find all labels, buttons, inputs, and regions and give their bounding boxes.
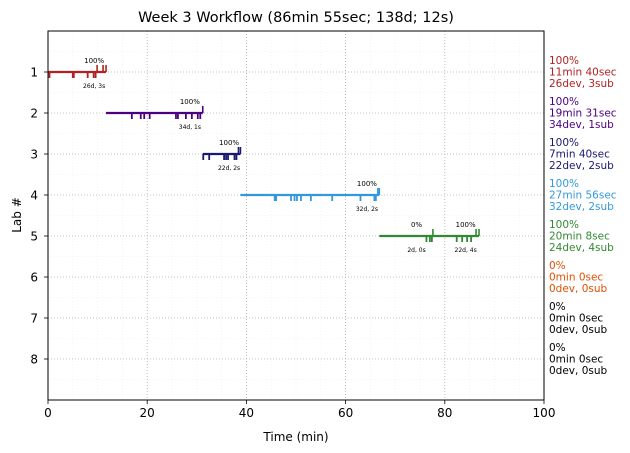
lab-4-summary-line: 27min 56sec	[549, 190, 617, 202]
lab-6-summary-line: 0dev, 0sub	[549, 283, 608, 295]
marks-layer: 100% 26d, 3s 100% 34d, 1s 100% 22d, 2s 100% 32d…	[48, 57, 480, 254]
lab-5-milestone-percent: 0%	[411, 221, 422, 229]
y-tick-label: 2	[30, 107, 38, 121]
lab-6-summary-line: 0%	[549, 260, 566, 272]
lab-7-summary-line: 0dev, 0sub	[549, 324, 608, 336]
lab-4-milestone-counts: 32d, 2s	[356, 206, 378, 213]
grid-layer	[47, 31, 545, 400]
lab-3-milestone-percent: 100%	[219, 139, 239, 147]
lab-8-summary-line: 0%	[549, 342, 566, 354]
lab-2-summary-line: 100%	[549, 96, 579, 108]
y-tick-label: 3	[30, 148, 38, 162]
x-tick-label: 80	[437, 406, 452, 420]
plot-frame	[47, 30, 545, 401]
lab-5-milestone-percent: 100%	[456, 221, 476, 229]
lab-1-summary-line: 26dev, 3sub	[549, 78, 614, 90]
lab-3-summary-line: 100%	[549, 137, 579, 149]
x-axis-label: Time (min)	[262, 430, 328, 444]
y-tick-label: 7	[30, 312, 38, 326]
lab-5-summary-line: 100%	[549, 219, 579, 231]
lab-1-summary-line: 100%	[549, 55, 579, 67]
lab-1-milestone-percent: 100%	[84, 57, 104, 65]
x-tick-label: 60	[338, 406, 353, 420]
lab-3-summary-line: 22dev, 2sub	[549, 160, 614, 172]
lab-8-summary-line: 0min 0sec	[549, 354, 603, 366]
y-tick-label: 4	[30, 189, 38, 203]
lab-4-summary-line: 100%	[549, 178, 579, 190]
lab-6-summary-line: 0min 0sec	[549, 272, 603, 284]
lab-2-summary-line: 34dev, 1sub	[549, 119, 614, 131]
x-tick-label: 100	[533, 406, 556, 420]
lab-7-summary-line: 0min 0sec	[549, 313, 603, 325]
lab-3-summary-line: 7min 40sec	[549, 149, 610, 161]
x-tick-label: 0	[44, 406, 52, 420]
lab-1-milestone-counts: 26d, 3s	[83, 83, 105, 90]
lab-2-milestone-counts: 34d, 1s	[179, 124, 201, 131]
y-tick-label: 1	[30, 66, 38, 80]
chart-title: Week 3 Workflow (86min 55sec; 138d; 12s)	[138, 10, 454, 26]
y-tick-label: 5	[30, 230, 38, 244]
y-tick-label: 8	[30, 353, 38, 367]
lab-3-milestone-counts: 22d, 2s	[218, 165, 240, 172]
lab-5-milestone-counts: 22d, 4s	[455, 247, 477, 254]
lab-5-summary-line: 24dev, 4sub	[549, 242, 614, 254]
lab-2-summary-line: 19min 31sec	[549, 108, 617, 120]
lab-4-summary-line: 32dev, 2sub	[549, 201, 614, 213]
lab-5-summary-line: 20min 8sec	[549, 231, 610, 243]
lab-8-summary-line: 0dev, 0sub	[549, 365, 608, 377]
lab-2-milestone-percent: 100%	[180, 98, 200, 106]
lab-1-summary-line: 11min 40sec	[549, 67, 617, 79]
lab-4-milestone-percent: 100%	[357, 180, 377, 188]
x-tick-label: 40	[239, 406, 254, 420]
lab-7-summary-line: 0%	[549, 301, 566, 313]
axis-layer: 0 20 40 60 80 100 1 2 3 4 5 6 7 8	[30, 66, 555, 421]
y-axis-label: Lab #	[10, 197, 24, 233]
y-tick-label: 6	[30, 271, 38, 285]
lab-5-milestone-counts: 2d, 0s	[407, 247, 425, 254]
x-tick-label: 20	[140, 406, 155, 420]
